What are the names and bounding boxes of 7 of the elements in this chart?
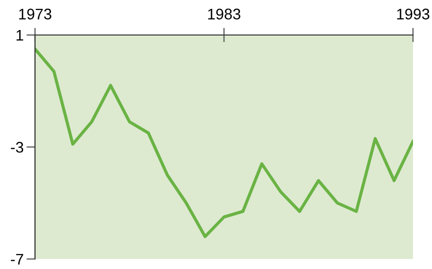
y-tick-label: 1 [16, 30, 24, 41]
x-tick-label: 1973 [19, 8, 52, 20]
x-tick-label: 1993 [397, 8, 430, 20]
y-tick-label: -7 [10, 254, 24, 265]
line-series [35, 47, 413, 238]
y-tick-label: -3 [10, 142, 24, 153]
x-tick-label: 1983 [208, 8, 240, 20]
